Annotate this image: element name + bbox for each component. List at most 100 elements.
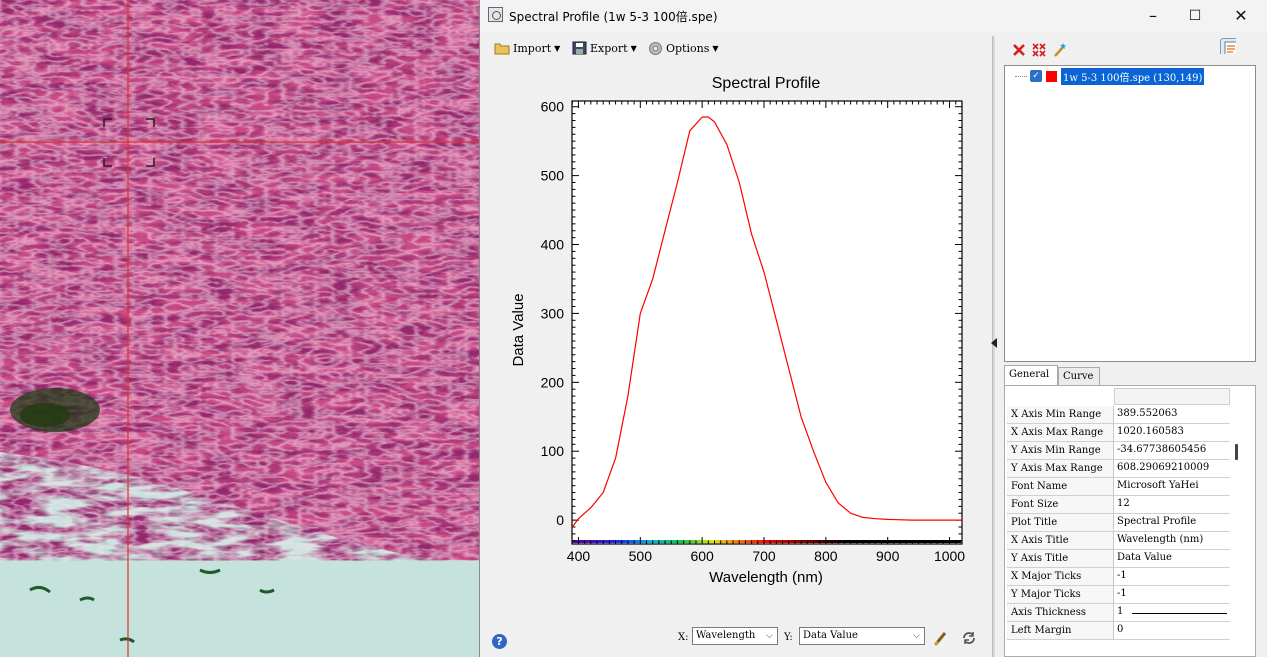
property-row[interactable]: Y Axis Title Data Value <box>1007 550 1230 568</box>
tissue-image <box>0 0 479 657</box>
series-line[interactable] <box>571 116 962 528</box>
tree-item-label[interactable]: 1w 5-3 100倍.spe (130,149) <box>1061 67 1205 85</box>
y-tick-label: 400 <box>541 237 565 253</box>
pixel-box-marker <box>103 118 155 167</box>
y-tick-label: 500 <box>541 168 565 184</box>
property-name: Y Axis Min Range <box>1007 442 1114 460</box>
property-name: X Axis Max Range <box>1007 424 1114 442</box>
window-title: Spectral Profile (1w 5-3 100倍.spe) <box>509 10 718 24</box>
property-row[interactable]: Font Size 12 <box>1007 496 1230 514</box>
tree-item[interactable]: ✓ 1w 5-3 100倍.spe (130,149) <box>1015 67 1205 85</box>
brush-icon[interactable] <box>933 630 949 646</box>
thickness-line-preview <box>1132 613 1227 614</box>
plot-background <box>572 101 962 544</box>
y-tick-label: 600 <box>541 99 565 115</box>
y-tick-label: 200 <box>541 374 565 390</box>
y-axis-select[interactable]: Data Value ⌵ <box>799 627 925 645</box>
collapse-left-icon[interactable] <box>991 338 997 348</box>
property-name: X Major Ticks <box>1007 568 1114 586</box>
property-value[interactable]: 12 <box>1114 496 1230 514</box>
tree-connector <box>1015 75 1027 77</box>
property-name: Font Size <box>1007 496 1114 514</box>
options-label: Options <box>666 41 710 55</box>
image-view[interactable] <box>0 0 479 657</box>
x-tick-label: 700 <box>752 548 776 564</box>
chevron-down-icon: ▼ <box>554 43 561 53</box>
wavelength-color-bar <box>573 540 961 543</box>
property-row[interactable]: X Major Ticks -1 <box>1007 568 1230 586</box>
options-menu[interactable]: Options ▼ <box>648 40 719 56</box>
property-row[interactable]: Y Axis Min Range -34.67738605456 <box>1007 442 1230 460</box>
visibility-checkbox[interactable]: ✓ <box>1030 70 1042 82</box>
property-value[interactable]: -1 <box>1114 568 1230 586</box>
series-color-swatch[interactable] <box>1046 70 1057 82</box>
property-value[interactable]: 0 <box>1114 622 1230 640</box>
property-value[interactable]: Microsoft YaHei <box>1114 478 1230 496</box>
delete-all-icon[interactable] <box>1031 42 1047 58</box>
x-tick-label: 1000 <box>934 548 965 564</box>
series-tree[interactable]: ✓ 1w 5-3 100倍.spe (130,149) <box>1004 65 1256 362</box>
x-tick-label: 500 <box>629 548 653 564</box>
property-name: Y Major Ticks <box>1007 586 1114 604</box>
x-select-caption: X: <box>678 632 689 643</box>
property-name: Y Axis Title <box>1007 550 1114 568</box>
refresh-icon[interactable] <box>961 630 977 646</box>
chevron-down-icon: ⌵ <box>766 631 773 641</box>
property-value[interactable]: Data Value <box>1114 550 1230 568</box>
properties-icon[interactable] <box>1220 38 1236 54</box>
x-tick-label: 900 <box>876 548 900 564</box>
vertical-scrollbar[interactable] <box>1233 406 1241 656</box>
property-name: Axis Thickness <box>1007 604 1114 622</box>
x-axis-title: Wavelength (nm) <box>709 569 823 586</box>
y-select-caption: Y: <box>784 632 793 643</box>
y-tick-label: 100 <box>541 443 565 459</box>
property-row[interactable]: X Axis Max Range 1020.160583 <box>1007 424 1230 442</box>
export-menu[interactable]: Export ▼ <box>572 40 637 56</box>
x-axis-select-value: Wavelength <box>696 630 756 641</box>
plot-panel: Import ▼ Export ▼ Options ▼ Spectral Pro… <box>480 32 992 657</box>
property-row[interactable]: Plot Title Spectral Profile <box>1007 514 1230 532</box>
y-axis-select-value: Data Value <box>803 630 858 641</box>
maximize-button[interactable]: ☐ <box>1188 8 1202 24</box>
title-bar[interactable]: Spectral Profile (1w 5-3 100倍.spe) – ☐ ✕ <box>480 0 1267 32</box>
tab-curve[interactable]: Curve <box>1058 367 1100 385</box>
delete-icon[interactable] <box>1011 42 1027 58</box>
x-axis-select[interactable]: Wavelength ⌵ <box>692 627 778 645</box>
property-row[interactable]: Y Axis Max Range 608.29069210009 <box>1007 460 1230 478</box>
chart-title: Spectral Profile <box>712 75 821 92</box>
property-row[interactable]: Font Name Microsoft YaHei <box>1007 478 1230 496</box>
import-menu[interactable]: Import ▼ <box>494 40 560 56</box>
spectral-chart[interactable]: Spectral Profile 400 500 600 700 800 900 1000 <box>480 32 992 622</box>
property-name: X Axis Title <box>1007 532 1114 550</box>
x-axis: 400 500 600 700 800 900 1000 <box>567 101 965 564</box>
import-label: Import <box>513 41 552 55</box>
minimize-button[interactable]: – <box>1149 6 1157 25</box>
property-value[interactable]: -1 <box>1114 586 1230 604</box>
y-axis-title: Data Value <box>510 293 527 366</box>
chevron-down-icon: ▼ <box>712 43 719 53</box>
property-name: Plot Title <box>1007 514 1114 532</box>
plot-area <box>571 100 963 545</box>
help-icon[interactable]: ? <box>492 634 507 649</box>
tab-general[interactable]: General <box>1004 365 1058 385</box>
property-value[interactable]: Spectral Profile <box>1114 514 1230 532</box>
property-value[interactable]: Wavelength (nm) <box>1114 532 1230 550</box>
scrollbar-thumb[interactable] <box>1235 444 1238 460</box>
property-row[interactable]: Left Margin 0 <box>1007 622 1230 640</box>
property-row[interactable]: Y Major Ticks -1 <box>1007 586 1230 604</box>
series-layer <box>571 116 962 528</box>
close-button[interactable]: ✕ <box>1234 6 1248 25</box>
property-row[interactable]: X Axis Min Range 389.552063 <box>1007 406 1230 424</box>
magic-wand-icon[interactable] <box>1052 42 1068 58</box>
spectral-profile-window: Spectral Profile (1w 5-3 100倍.spe) – ☐ ✕… <box>479 0 1267 657</box>
x-tick-label: 400 <box>567 548 591 564</box>
property-row[interactable]: X Axis Title Wavelength (nm) <box>1007 532 1230 550</box>
property-value[interactable]: 608.29069210009 <box>1114 460 1230 478</box>
property-value[interactable]: -34.67738605456 <box>1114 442 1230 460</box>
property-value[interactable]: 1020.160583 <box>1114 424 1230 442</box>
property-value[interactable]: 389.552063 <box>1114 406 1230 424</box>
property-row[interactable]: Axis Thickness 1 <box>1007 604 1230 622</box>
property-name: Left Margin <box>1007 622 1114 640</box>
properties-grid: X Axis Min Range 389.552063 X Axis Max Ran… <box>1004 385 1256 657</box>
gear-icon <box>649 41 662 55</box>
